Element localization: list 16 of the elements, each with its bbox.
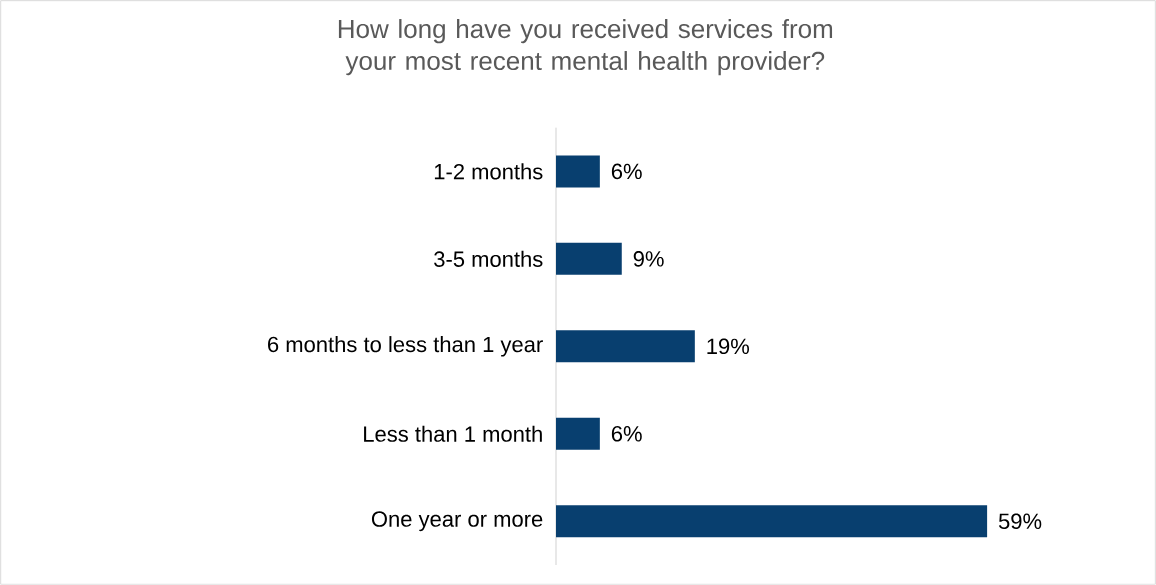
chart-title: How long have you received services from your most recent mental health provider?	[338, 19, 833, 76]
bar	[556, 242, 622, 275]
data-label: 59%	[998, 513, 1042, 530]
bar	[556, 505, 988, 538]
y-tick-label: 1-2 months	[434, 163, 543, 180]
data-label: 6%	[611, 163, 642, 180]
bar	[556, 330, 695, 363]
y-tick-label: 3-5 months	[434, 250, 543, 267]
y-tick-label: Less than 1 month	[364, 425, 542, 442]
data-label: 6%	[611, 426, 642, 442]
y-tick-label: One year or more	[371, 511, 543, 532]
data-label: 19%	[707, 338, 750, 355]
data-label: 9%	[633, 251, 664, 267]
bar	[556, 417, 600, 450]
y-tick-label: 6 months to less than 1 year	[268, 336, 543, 357]
bar	[556, 155, 600, 188]
